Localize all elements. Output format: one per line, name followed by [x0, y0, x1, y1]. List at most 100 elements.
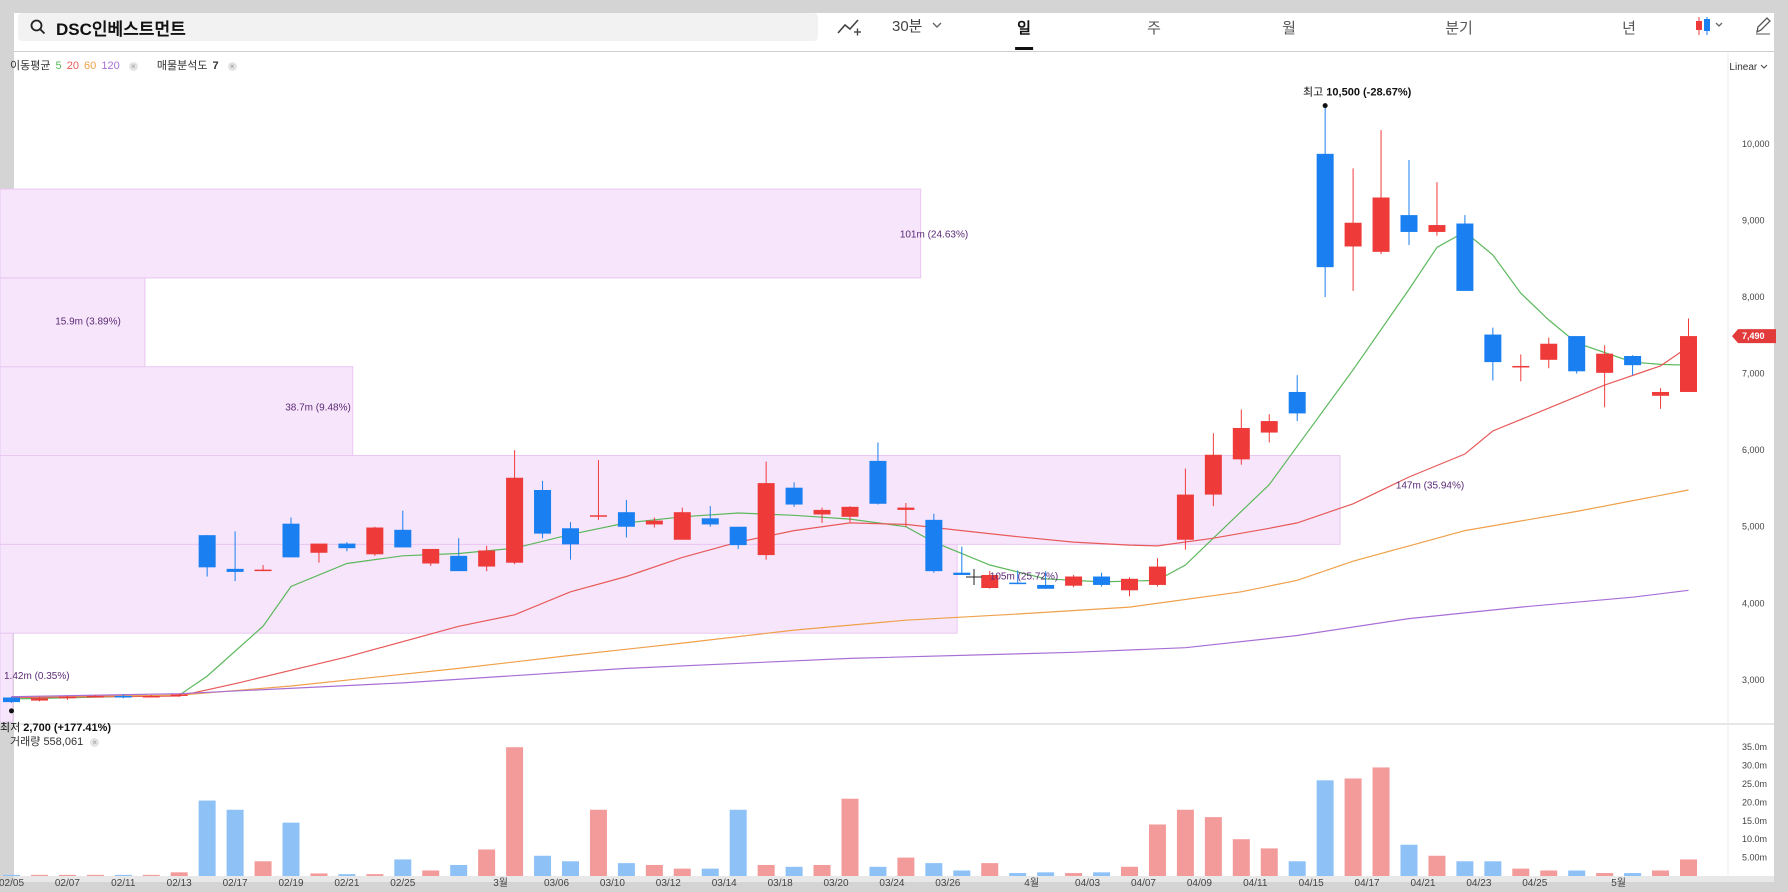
volume-bar — [1400, 844, 1418, 876]
candle-body — [897, 507, 915, 510]
candle-body — [226, 568, 244, 572]
volume-bar — [1288, 861, 1306, 876]
price-scale-mode-button[interactable]: Linear — [1729, 62, 1768, 73]
volume-bar — [813, 864, 831, 876]
scale-chevron-down-icon — [1760, 64, 1768, 70]
pencil-icon[interactable] — [1754, 15, 1772, 35]
volume-bar — [981, 863, 999, 876]
candle-body — [1372, 197, 1390, 252]
symbol-search-input[interactable]: DSC인베스트먼트 — [56, 19, 186, 39]
price-axis-tick: 4,000 — [1742, 598, 1765, 608]
volume-bar — [1065, 873, 1083, 876]
candle-body — [813, 509, 831, 515]
ma-period-120: 120 — [101, 60, 120, 72]
drawing-tool-icon[interactable] — [836, 15, 862, 37]
volume-axis-tick: 30.0m — [1742, 761, 1767, 771]
high-marker — [1322, 103, 1328, 109]
candle-body — [338, 543, 356, 549]
price-axis-tick: 6,000 — [1742, 445, 1765, 455]
volume-bar — [366, 874, 384, 876]
volume-profile-bar — [0, 543, 958, 634]
volume-legend-label[interactable]: 거래량 — [10, 736, 41, 748]
tab-week[interactable]: 주 — [1147, 20, 1161, 37]
tab-month[interactable]: 월 — [1282, 20, 1296, 37]
tab-year[interactable]: 년 — [1622, 20, 1636, 37]
candle-body — [1512, 365, 1530, 368]
volume-axis-tick: 5.00m — [1742, 853, 1767, 863]
search-icon[interactable] — [30, 19, 46, 35]
candle-body — [366, 527, 384, 555]
volume-profile-legend-label[interactable]: 매물분석도 — [156, 60, 208, 72]
candle-body — [1652, 391, 1670, 396]
tab-day[interactable]: 일 — [1015, 17, 1033, 50]
volume-bar — [673, 868, 691, 876]
volume-bar — [869, 866, 887, 876]
volume-bar — [282, 822, 300, 876]
volume-bar — [1512, 868, 1530, 876]
candle-body — [701, 518, 719, 525]
volume-profile-label: 101m (24.63%) — [900, 229, 968, 240]
price-axis-tick: 7,000 — [1742, 369, 1765, 379]
volume-bar — [1093, 872, 1111, 876]
candle-chart-icon[interactable] — [1694, 15, 1726, 37]
candle-body — [30, 698, 48, 701]
volume-bar — [534, 855, 552, 876]
candle-body — [841, 506, 859, 517]
volume-profile-legend-value: 7 — [212, 60, 219, 72]
candle-body — [1232, 427, 1250, 460]
candle-body — [757, 483, 775, 556]
volume-bar — [645, 864, 663, 876]
remove-ma-icon[interactable]: × — [128, 61, 138, 71]
symbol-search-box[interactable]: DSC인베스트먼트 — [18, 13, 818, 41]
volume-bar — [30, 874, 48, 876]
candle-body — [86, 695, 104, 698]
volume-profile-label: 105m (25.72%) — [990, 572, 1058, 583]
volume-bar — [757, 864, 775, 876]
candle-body — [953, 572, 971, 575]
volume-axis-tick: 20.0m — [1742, 797, 1767, 807]
moving-average-line-20 — [11, 346, 1689, 699]
candle-body — [1428, 225, 1446, 232]
chevron-down-icon[interactable] — [932, 21, 942, 29]
indicator-legend: 이동평균 5 20 60 120 × 매물분석도 7 × — [10, 57, 239, 73]
volume-profile-bar — [0, 455, 1341, 545]
remove-volume-icon[interactable]: × — [90, 737, 100, 747]
interval-selector[interactable]: 30분 — [892, 18, 923, 35]
volume-axis-tick: 25.0m — [1742, 779, 1767, 789]
volume-bar — [506, 747, 524, 876]
volume-bar — [142, 874, 160, 876]
volume-bar — [729, 809, 747, 876]
tab-quarter[interactable]: 분기 — [1445, 20, 1473, 37]
candle-body — [1037, 584, 1055, 589]
ma-legend-label[interactable]: 이동평균 — [10, 60, 51, 72]
candle-body — [1065, 576, 1083, 586]
remove-volume-profile-icon[interactable]: × — [227, 61, 237, 71]
volume-bar — [841, 798, 859, 876]
candle-body — [198, 535, 216, 568]
volume-bar — [1372, 767, 1390, 876]
last-price-label: 7,490 — [1742, 331, 1765, 341]
price-axis-tick: 9,000 — [1742, 215, 1765, 225]
candle-body — [422, 548, 440, 564]
window-frame-top — [0, 0, 1788, 13]
candle-body — [1288, 391, 1306, 414]
volume-bar — [1624, 873, 1642, 876]
ma-period-5: 5 — [55, 60, 62, 72]
candle-body — [282, 523, 300, 558]
volume-bar — [478, 849, 496, 876]
candle-body — [1400, 215, 1418, 232]
candle-body — [142, 695, 160, 698]
candle-body — [562, 528, 579, 545]
volume-bar — [198, 800, 216, 876]
volume-axis-tick: 35.0m — [1742, 742, 1767, 752]
high-annotation: 최고 10,500 (-28.67%) — [1303, 86, 1412, 99]
volume-bar — [1204, 817, 1222, 876]
volume-legend: 거래량 558,061 × — [10, 733, 100, 749]
moving-average-line-60 — [11, 489, 1689, 698]
price-axis-tick: 5,000 — [1742, 522, 1765, 532]
volume-bar — [394, 859, 412, 876]
volume-bar — [114, 874, 132, 876]
candle-body — [1204, 454, 1222, 495]
candle-body — [1568, 336, 1586, 372]
